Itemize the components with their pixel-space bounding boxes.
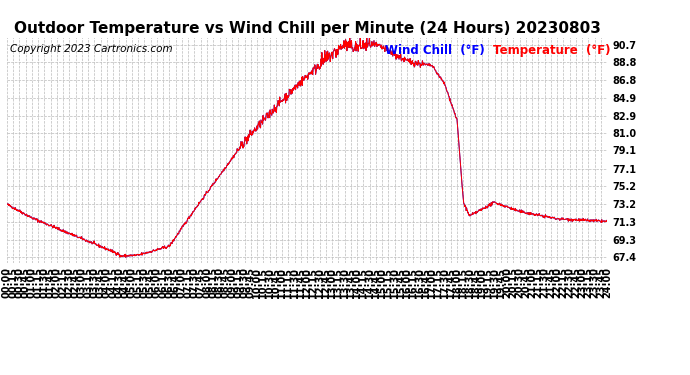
Text: Temperature  (°F): Temperature (°F) [493,44,611,57]
Text: Copyright 2023 Cartronics.com: Copyright 2023 Cartronics.com [10,44,172,54]
Title: Outdoor Temperature vs Wind Chill per Minute (24 Hours) 20230803: Outdoor Temperature vs Wind Chill per Mi… [14,21,600,36]
Text: Wind Chill  (°F): Wind Chill (°F) [385,44,485,57]
